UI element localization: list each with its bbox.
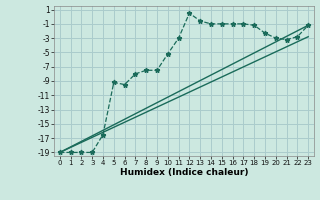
X-axis label: Humidex (Indice chaleur): Humidex (Indice chaleur) — [120, 168, 248, 177]
